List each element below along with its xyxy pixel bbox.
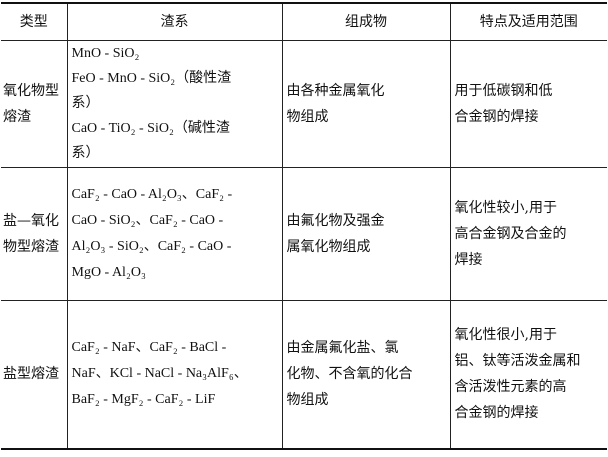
table-row: 盐型熔渣 CaF₂ - NaF、CaF₂ - BaCl - NaF、KCl - …: [1, 300, 607, 450]
cell-composition: 由各种金属氧化 物组成: [281, 40, 451, 168]
cell-features: 氧化性很小,用于 铝、钛等活泼金属和 含活泼性元素的高 合金钢的焊接: [449, 300, 607, 450]
table-row: 氧化物型 熔渣 MnO - SiO₂ FeO - MnO - SiO₂（酸性渣 …: [1, 40, 607, 168]
cell-slag-system: CaF₂ - NaF、CaF₂ - BaCl - NaF、KCl - NaCl …: [66, 300, 283, 450]
table-header-row: 类型 渣系 组成物 特点及适用范围: [1, 2, 607, 41]
cell-composition: 由金属氟化盐、氯 化物、不含氧的化合 物组成: [281, 300, 451, 450]
header-features: 特点及适用范围: [449, 2, 607, 41]
header-type: 类型: [1, 2, 68, 41]
cell-type: 氧化物型 熔渣: [1, 40, 68, 168]
table-row: 盐—氧化 物型熔渣 CaF₂ - CaO - Al₂O₃、CaF₂ - CaO …: [1, 167, 607, 301]
cell-type: 盐—氧化 物型熔渣: [1, 167, 68, 301]
header-composition: 组成物: [281, 2, 451, 41]
cell-features: 氧化性较小,用于 高合金钢及合金的 焊接: [449, 167, 607, 301]
cell-features: 用于低碳钢和低 合金钢的焊接: [449, 40, 607, 168]
slag-types-table: 类型 渣系 组成物 特点及适用范围 氧化物型 熔渣 MnO - SiO₂ FeO…: [1, 2, 607, 450]
cell-composition: 由氟化物及强金 属氧化物组成: [281, 167, 451, 301]
header-slag-system: 渣系: [66, 2, 283, 41]
cell-slag-system: MnO - SiO₂ FeO - MnO - SiO₂（酸性渣 系） CaO -…: [66, 40, 283, 168]
cell-slag-system: CaF₂ - CaO - Al₂O₃、CaF₂ - CaO - SiO₂、CaF…: [66, 167, 283, 301]
cell-type: 盐型熔渣: [1, 300, 68, 450]
